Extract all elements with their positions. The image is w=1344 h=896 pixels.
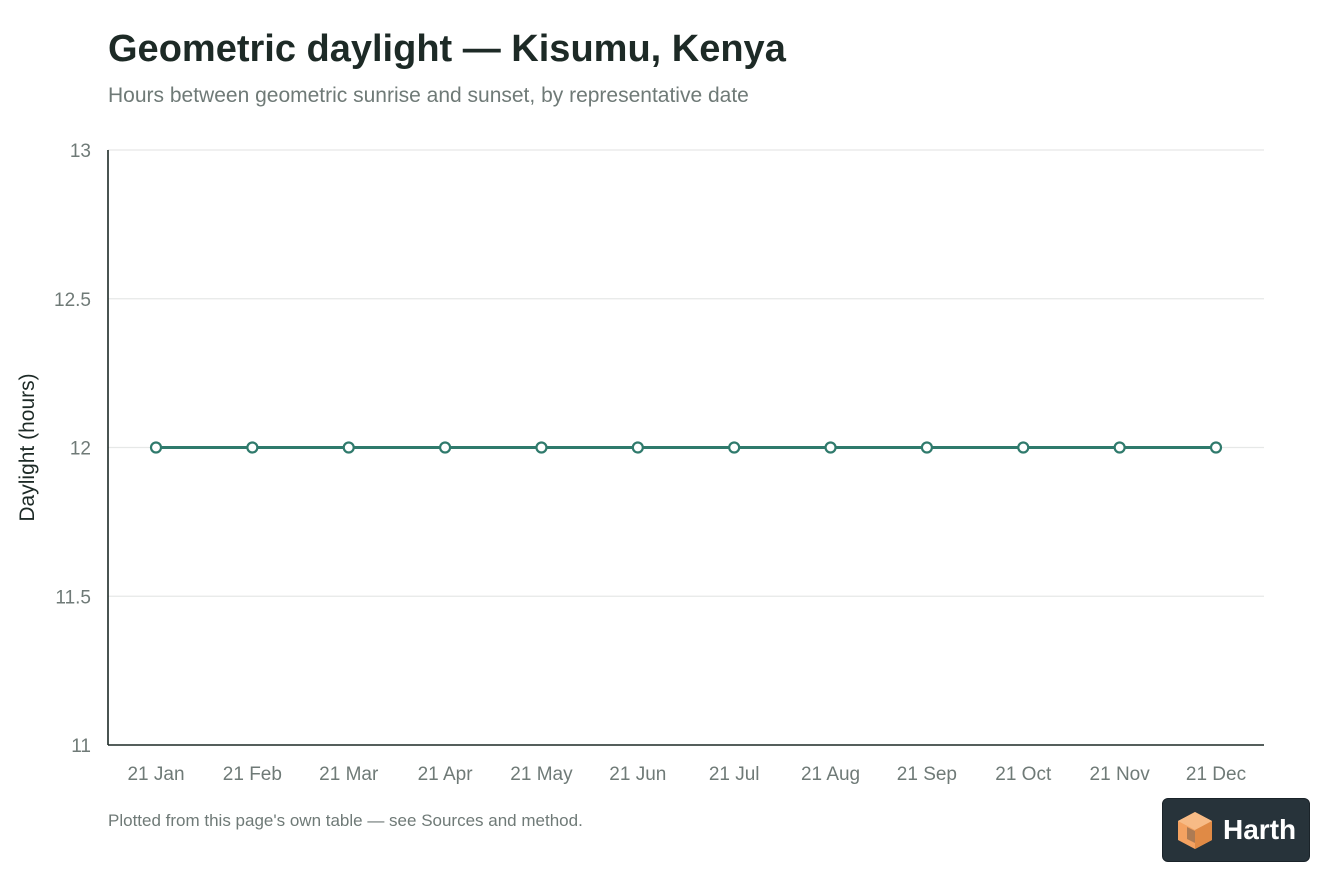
data-point — [1113, 441, 1126, 454]
x-tick-label: 21 Aug — [801, 764, 860, 785]
x-tick-label: 21 Jul — [709, 764, 760, 785]
data-point — [342, 441, 355, 454]
footnote: Plotted from this page's own table — see… — [108, 811, 583, 830]
x-tick-label: 21 Feb — [223, 764, 282, 785]
x-tick-label: 21 May — [510, 764, 573, 785]
x-tick-label: 21 Dec — [1186, 764, 1246, 785]
x-tick-labels: 21 Jan 21 Feb 21 Mar 21 Apr 21 May 21 Jun 21 J… — [127, 764, 1246, 785]
data-point — [920, 441, 934, 454]
data-point — [535, 441, 548, 454]
y-tick-label: 12.5 — [54, 290, 91, 311]
chart-title: Geometric daylight — Kisumu, Kenya — [108, 28, 786, 70]
x-tick-label: 21 Sep — [897, 764, 957, 785]
data-point — [1209, 441, 1223, 454]
y-tick-label: 11.5 — [55, 587, 91, 608]
data-point — [728, 441, 741, 454]
axes — [107, 150, 1264, 746]
series-layer — [149, 441, 1223, 454]
x-tick-label: 21 Jun — [609, 764, 666, 785]
x-tick-label: 21 Jan — [127, 764, 184, 785]
gridlines — [108, 149, 1264, 597]
data-point — [246, 441, 259, 454]
x-tick-label: 21 Oct — [995, 764, 1052, 785]
data-point — [824, 441, 837, 454]
data-point — [1017, 441, 1030, 454]
y-tick-label: 13 — [70, 141, 91, 162]
y-tick-label: 11 — [71, 736, 91, 757]
badge-label: Harth — [1223, 814, 1297, 845]
chart-subtitle: Hours between geometric sunrise and suns… — [108, 84, 749, 107]
y-tick-labels: 11 11.5 12 12.5 13 — [54, 141, 91, 757]
y-axis-label: Daylight (hours) — [16, 373, 39, 521]
x-tick-label: 21 Mar — [319, 764, 379, 785]
x-tick-label: 21 Apr — [418, 764, 474, 785]
harth-badge[interactable]: Harth — [1162, 798, 1310, 862]
data-point — [631, 441, 644, 454]
y-tick-label: 12 — [70, 439, 91, 460]
x-tick-label: 21 Nov — [1090, 764, 1151, 785]
data-point — [438, 441, 452, 454]
cube-logo-icon — [1178, 812, 1212, 849]
data-point — [149, 441, 163, 454]
